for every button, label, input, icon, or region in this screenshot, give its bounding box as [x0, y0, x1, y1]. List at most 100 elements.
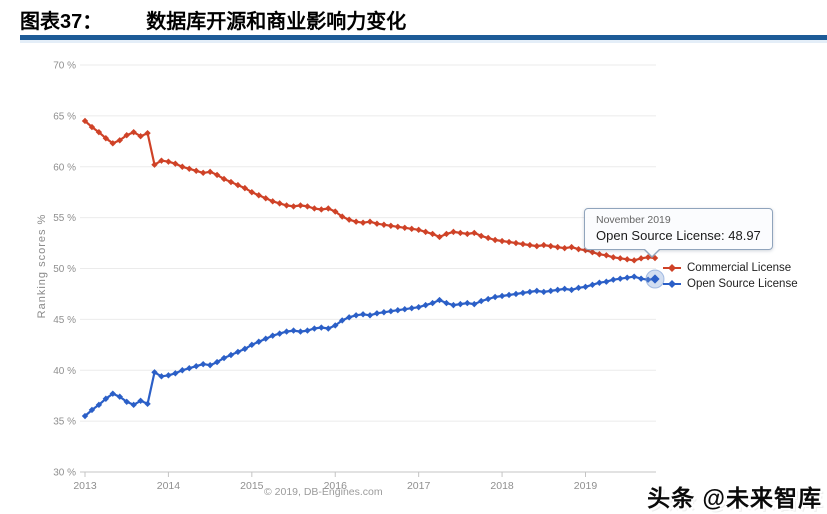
x-tick-label: 2016 [324, 480, 348, 492]
data-point [519, 240, 527, 248]
data-point [109, 140, 117, 147]
data-point [373, 220, 381, 227]
figure-header: 图表37： 数据库开源和商业影响力变化 [20, 5, 406, 34]
x-tick-label: 2017 [407, 480, 431, 492]
data-point [220, 175, 228, 183]
data-point [311, 325, 318, 332]
data-point [471, 229, 478, 237]
data-point [297, 202, 304, 209]
data-point [394, 223, 402, 230]
data-point [179, 163, 186, 170]
data-point [547, 242, 554, 250]
data-point [325, 325, 332, 332]
data-point [304, 203, 311, 210]
commercial-series-marker-icon [663, 264, 681, 272]
data-point [637, 275, 645, 282]
data-point [554, 243, 561, 251]
data-point [206, 168, 214, 176]
data-point [415, 226, 422, 234]
data-point [575, 245, 582, 253]
data-point [262, 195, 269, 202]
data-point [338, 317, 346, 324]
y-axis-label: Ranking scores % [36, 214, 48, 319]
data-point [130, 401, 137, 409]
data-point [498, 292, 506, 300]
highlighted-data-point[interactable] [650, 274, 660, 284]
data-point [512, 239, 520, 247]
chart-copyright: © 2019, DB-Engines.com [264, 486, 383, 498]
figure-number: 图表37： [20, 11, 103, 33]
data-point [422, 228, 429, 236]
data-point [311, 205, 318, 212]
x-tick-label: 2013 [73, 480, 97, 492]
chart-tooltip: November 2019 Open Source License: 48.97 [584, 208, 773, 258]
data-point [290, 203, 297, 210]
legend-item-commercial-license[interactable]: Commercial License [663, 260, 798, 276]
data-point [533, 287, 541, 295]
data-point [165, 372, 172, 379]
data-point [352, 312, 360, 319]
data-point [491, 236, 499, 244]
data-point [443, 299, 450, 307]
data-point [81, 412, 89, 420]
data-point [617, 255, 624, 262]
data-point [345, 216, 353, 223]
data-point [415, 303, 422, 311]
data-point [484, 234, 492, 242]
data-point [505, 291, 513, 299]
data-point [575, 284, 582, 292]
data-point [359, 311, 367, 318]
data-point [206, 361, 214, 369]
data-point [561, 244, 568, 252]
data-point [366, 312, 374, 319]
data-point [283, 202, 290, 209]
data-point [158, 157, 165, 164]
data-point [116, 393, 123, 400]
y-tick-label: 70 % [53, 61, 76, 72]
data-point [199, 169, 207, 177]
legend-item-open-source-license[interactable]: Open Source License [663, 276, 798, 292]
data-point [234, 348, 242, 356]
data-point [387, 222, 395, 229]
data-point [144, 129, 151, 137]
data-point [359, 219, 367, 226]
data-point [623, 274, 631, 281]
y-tick-label: 45 % [53, 315, 76, 326]
x-tick-label: 2014 [157, 480, 181, 492]
data-point [630, 273, 638, 280]
data-point [561, 285, 568, 293]
data-point [457, 300, 464, 308]
data-point [617, 275, 624, 282]
data-point [186, 165, 193, 172]
data-point [644, 276, 652, 283]
data-point [109, 390, 117, 397]
data-point [478, 297, 485, 305]
data-point [512, 290, 520, 298]
data-point [380, 309, 388, 316]
data-point [366, 218, 374, 225]
data-point [491, 293, 499, 301]
data-point [332, 208, 339, 215]
data-point [450, 228, 457, 236]
data-point [262, 335, 269, 342]
open-source-series-marker-icon [663, 280, 681, 288]
data-point [172, 160, 179, 167]
data-point [380, 221, 388, 228]
data-point [352, 218, 360, 225]
data-point [568, 243, 575, 251]
data-point [283, 328, 290, 335]
data-point [554, 286, 561, 294]
data-point [589, 281, 596, 288]
data-point [623, 256, 631, 263]
data-point [596, 251, 603, 258]
data-point [172, 370, 179, 377]
data-point [193, 167, 200, 175]
data-point [547, 287, 554, 295]
data-point [158, 373, 165, 380]
data-point [144, 400, 151, 408]
data-point [610, 254, 617, 261]
data-point [540, 241, 547, 249]
data-point [199, 360, 207, 368]
data-point [345, 314, 353, 321]
